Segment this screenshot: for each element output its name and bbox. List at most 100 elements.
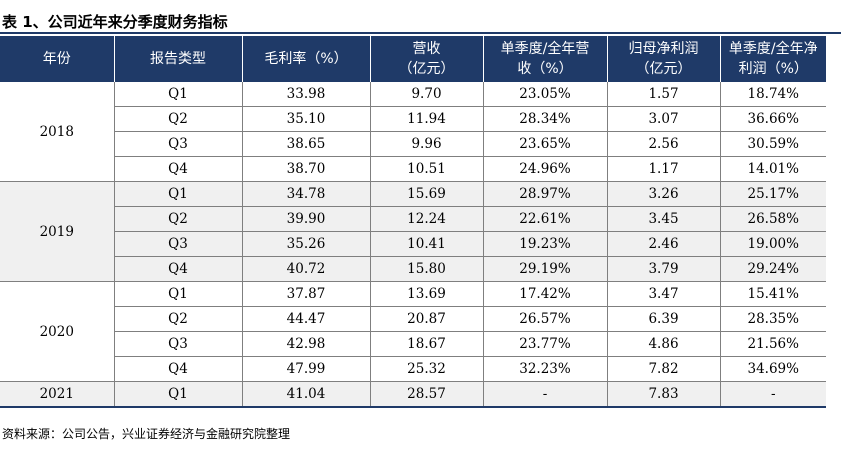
table-cell: 34.78 <box>242 181 371 207</box>
table-cell: Q4 <box>114 256 243 282</box>
table-cell: 35.10 <box>242 106 371 132</box>
table-cell: 36.66% <box>720 106 826 132</box>
table-cell: 30.59% <box>720 131 826 157</box>
table-cell: 21.56% <box>720 331 826 357</box>
table-cell: 1.57 <box>607 82 721 107</box>
table-cell: 3.79 <box>607 256 721 282</box>
header-gross-margin: 毛利率（%） <box>242 36 371 82</box>
table-cell: Q2 <box>114 106 243 132</box>
table-cell: 22.61% <box>483 206 608 232</box>
header-revenue-share: 单季度/全年营 收（%） <box>483 36 608 82</box>
header-net-profit-share: 单季度/全年净 利润（%） <box>720 36 826 82</box>
table-cell: 26.58% <box>720 206 826 232</box>
table-cell: 14.01% <box>720 156 826 182</box>
table-cell: 20.87 <box>370 306 484 332</box>
table-cell: 7.83 <box>607 381 721 408</box>
table-cell: 15.80 <box>370 256 484 282</box>
table-cell: 42.98 <box>242 331 371 357</box>
table-cell: 3.47 <box>607 281 721 307</box>
table-cell: Q1 <box>114 281 243 307</box>
table-cell: 1.17 <box>607 156 721 182</box>
table-cell: Q2 <box>114 306 243 332</box>
source-note: 资料来源：公司公告，兴业证券经济与金融研究院整理 <box>2 427 291 441</box>
table-cell: 3.45 <box>607 206 721 232</box>
header-year: 年份 <box>0 36 115 82</box>
table-cell: 10.41 <box>370 231 484 257</box>
financial-table: 年份 报告类型 毛利率（%） 营收 （亿元） 单季度/全年营 收（%） 归母净利润（… <box>0 36 826 408</box>
table-cell: Q3 <box>114 131 243 157</box>
year-cell: 2018 <box>0 82 115 182</box>
table-cell: 19.00% <box>720 231 826 257</box>
table-cell: 7.82 <box>607 356 721 382</box>
table-cell: 33.98 <box>242 82 371 107</box>
table-row: 2020 Q1 37.87 13.69 17.42% 3.47 15.41% <box>0 281 826 382</box>
year-cell: 2021 <box>0 381 115 408</box>
table-row: Q2 35.10 11.94 28.34% 3.07 36.66% <box>0 106 826 132</box>
table-row: Q4 40.72 15.80 29.19% 3.79 29.24% <box>0 256 826 282</box>
table-title: 表 1、公司近年来分季度财务指标 <box>0 10 841 34</box>
table-cell: 29.24% <box>720 256 826 282</box>
table-cell: 28.35% <box>720 306 826 332</box>
table-cell: 32.23% <box>483 356 608 382</box>
year-cell: 2020 <box>0 281 115 382</box>
table-cell: 12.24 <box>370 206 484 232</box>
table-cell: Q4 <box>114 156 243 182</box>
table-cell: 15.69 <box>370 181 484 207</box>
table-cell: 6.39 <box>607 306 721 332</box>
table-cell: 15.41% <box>720 281 826 307</box>
header-row: 年份 报告类型 毛利率（%） 营收 （亿元） 单季度/全年营 收（%） 归母净利润（… <box>0 36 826 82</box>
table-cell: Q2 <box>114 206 243 232</box>
table-cell: 18.67 <box>370 331 484 357</box>
header-revenue: 营收 （亿元） <box>370 36 484 82</box>
table-cell: 47.99 <box>242 356 371 382</box>
table-cell: - <box>720 381 826 408</box>
table-cell: Q1 <box>114 181 243 207</box>
table-row: 2019 Q1 34.78 15.69 28.97% 3.26 25.17% <box>0 181 826 282</box>
table-cell: Q1 <box>114 82 243 107</box>
table-row: Q4 47.99 25.32 32.23% 7.82 34.69% <box>0 356 826 382</box>
table-cell: 19.23% <box>483 231 608 257</box>
table-cell: 3.07 <box>607 106 721 132</box>
table-cell: 38.70 <box>242 156 371 182</box>
table-cell: 29.19% <box>483 256 608 282</box>
table-cell: 35.26 <box>242 231 371 257</box>
table-cell: 17.42% <box>483 281 608 307</box>
table-row: Q2 39.90 12.24 22.61% 3.45 26.58% <box>0 206 826 232</box>
table-cell: Q3 <box>114 331 243 357</box>
table-cell: 41.04 <box>242 381 371 408</box>
table-cell: 34.69% <box>720 356 826 382</box>
table-cell: 23.77% <box>483 331 608 357</box>
table-row: Q3 38.65 9.96 23.65% 2.56 30.59% <box>0 131 826 157</box>
table-cell: 18.74% <box>720 82 826 107</box>
table-row: 2018 Q1 33.98 9.70 23.05% 1.57 18.74% <box>0 82 826 182</box>
table-cell: 25.32 <box>370 356 484 382</box>
table-cell: 38.65 <box>242 131 371 157</box>
table-cell: Q3 <box>114 231 243 257</box>
table-cell: 10.51 <box>370 156 484 182</box>
table-cell: 39.90 <box>242 206 371 232</box>
table-cell: 9.96 <box>370 131 484 157</box>
year-cell: 2019 <box>0 181 115 282</box>
table-cell: 11.94 <box>370 106 484 132</box>
table-cell: 24.96% <box>483 156 608 182</box>
table-cell: 9.70 <box>370 82 484 107</box>
table-cell: 23.65% <box>483 131 608 157</box>
table-cell: 37.87 <box>242 281 371 307</box>
table-cell: 28.57 <box>370 381 484 408</box>
table-row: Q3 42.98 18.67 23.77% 4.86 21.56% <box>0 331 826 357</box>
table-body: 2018 Q1 33.98 9.70 23.05% 1.57 18.74% Q2 35.10 11… <box>0 82 826 408</box>
table-cell: 25.17% <box>720 181 826 207</box>
table-row: 2021 Q1 41.04 28.57-7.83- <box>0 381 826 408</box>
table-cell: 26.57% <box>483 306 608 332</box>
table-row: Q2 44.47 20.87 26.57% 6.39 28.35% <box>0 306 826 332</box>
table-cell: 44.47 <box>242 306 371 332</box>
table-cell: 2.46 <box>607 231 721 257</box>
table-row: Q4 38.70 10.51 24.96% 1.17 14.01% <box>0 156 826 182</box>
table-cell: 28.34% <box>483 106 608 132</box>
header-report-type: 报告类型 <box>114 36 243 82</box>
table-cell: 28.97% <box>483 181 608 207</box>
table-cell: 13.69 <box>370 281 484 307</box>
header-net-profit: 归母净利润 （亿元） <box>607 36 721 82</box>
table-row: Q3 35.26 10.41 19.23% 2.46 19.00% <box>0 231 826 257</box>
table-cell: Q1 <box>114 381 243 408</box>
